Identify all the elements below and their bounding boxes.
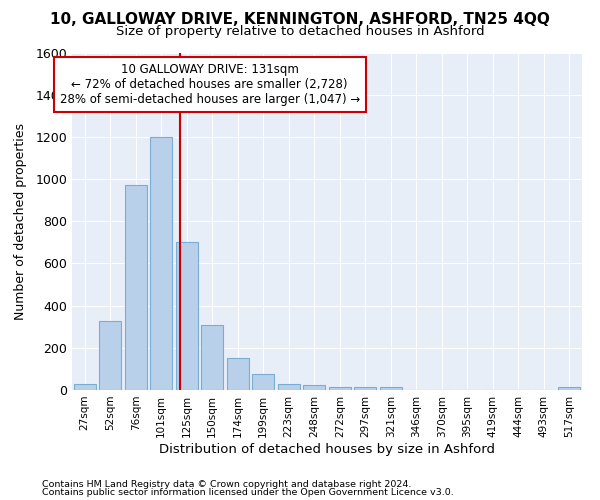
Text: Contains HM Land Registry data © Crown copyright and database right 2024.: Contains HM Land Registry data © Crown c… [42, 480, 412, 489]
Bar [329, 387, 350, 390]
Text: Size of property relative to detached houses in Ashford: Size of property relative to detached ho… [116, 25, 484, 38]
Bar [355, 387, 376, 390]
Bar [100, 322, 121, 390]
Bar [176, 242, 197, 390]
Bar [125, 186, 146, 390]
Bar [278, 384, 299, 390]
Bar [227, 358, 248, 390]
Bar [380, 387, 401, 390]
Bar [559, 387, 580, 390]
Bar [304, 386, 325, 390]
Bar [74, 384, 95, 390]
Bar [202, 324, 223, 390]
Text: 10 GALLOWAY DRIVE: 131sqm
← 72% of detached houses are smaller (2,728)
28% of se: 10 GALLOWAY DRIVE: 131sqm ← 72% of detac… [59, 62, 360, 106]
Bar [151, 137, 172, 390]
Text: 10, GALLOWAY DRIVE, KENNINGTON, ASHFORD, TN25 4QQ: 10, GALLOWAY DRIVE, KENNINGTON, ASHFORD,… [50, 12, 550, 28]
X-axis label: Distribution of detached houses by size in Ashford: Distribution of detached houses by size … [159, 442, 495, 456]
Bar [253, 374, 274, 390]
Text: Contains public sector information licensed under the Open Government Licence v3: Contains public sector information licen… [42, 488, 454, 497]
Y-axis label: Number of detached properties: Number of detached properties [14, 122, 27, 320]
